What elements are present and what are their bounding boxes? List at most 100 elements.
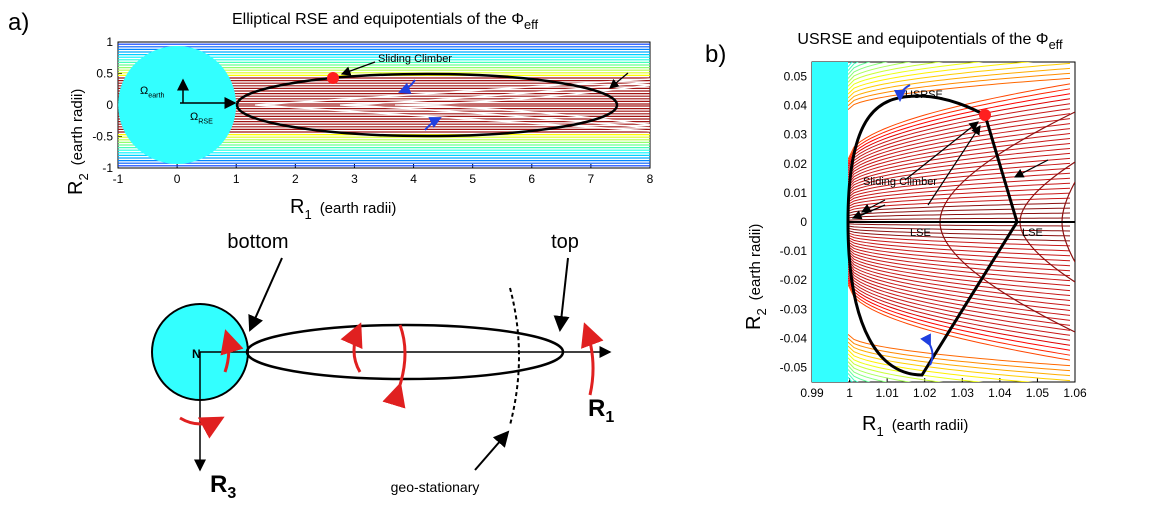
label: (earth radii) [892,417,969,434]
rotation-arrow [340,322,363,373]
label: 3 [227,485,236,502]
y-tick-label: -0.02 [780,273,808,287]
arrow [927,124,981,206]
y-tick-label: 1 [106,35,113,49]
contour [847,223,1071,227]
contour [847,230,1071,242]
x-tick-label: 1.05 [1026,386,1050,400]
contour [847,212,1071,219]
contour [847,275,1071,341]
contour [847,252,1071,292]
contour [847,239,1071,262]
contour [847,254,1071,297]
diagram: bottom top N R1 R3 geo-stationary [151,231,614,502]
contour [847,62,984,91]
x-tick-label: 1.06 [1063,386,1087,400]
contour [847,152,1071,192]
y-tick-label: 0.5 [96,67,113,81]
label: R1 [588,395,614,426]
label: R [588,395,605,422]
contour [847,245,1071,277]
x-tick-label: 1.04 [988,386,1012,400]
x-tick-label: 1.03 [951,386,975,400]
y-tick-label: -1 [102,161,113,175]
contour [847,361,912,382]
flow-arrow [894,84,911,102]
label: 2 [754,308,769,315]
contour [847,162,1071,196]
contour [847,172,1071,201]
label: Ωearth [140,85,165,99]
panel-label: b) [705,41,726,68]
arrow [474,430,510,471]
contour [847,88,1071,162]
label: R [290,196,304,218]
contour [847,167,1071,199]
chart-title: USRSE and equipotentials of the Φ [797,31,1048,48]
contour [847,128,1071,180]
label: N [192,347,201,361]
contour [847,207,1071,217]
x-tick-label: 7 [588,172,595,186]
flow-arrow [424,117,442,131]
x-tick-label: 0 [174,172,181,186]
contour [847,72,1071,107]
annotation: USRSE [905,89,943,101]
contour [847,232,1071,247]
flow-arrow [920,333,934,366]
panel-a: a) -1 0 1 2 3 4 5 6 7 8 -1 -0.5 0 0.5 1 Elliptical RSE a… [8,9,654,222]
annotation: Sliding Climber [863,176,937,188]
y-tick-label: 0.03 [784,128,808,142]
arrow [904,121,979,181]
climber [979,109,991,121]
contour [847,197,1071,212]
label: 1 [876,424,883,439]
label: 2 [76,173,91,180]
contour [847,202,1071,214]
rse-ellipse [235,72,619,138]
y-tick-label: 0.02 [784,157,808,171]
earth-band [812,62,848,382]
chart-title: Elliptical RSE and equipotentials of the… [232,11,524,28]
contour [847,337,1071,372]
arrow [609,72,629,89]
contour [847,248,1071,282]
contour [847,113,1071,174]
label: R2 (earth radii) [65,89,91,195]
label: RSE [198,117,213,125]
y-tick-label: 0 [800,215,807,229]
label: R [65,181,87,195]
x-tick-label: 5 [469,172,476,186]
contour [847,349,1034,382]
arrow [1013,159,1049,178]
contour [847,259,1071,306]
contour [847,353,984,382]
contour [847,341,1071,377]
contour [339,81,650,129]
label: (earth radii) [69,89,86,166]
arrow [851,204,886,220]
x-tick-label: 2 [292,172,299,186]
contour [847,118,1071,176]
contour [847,62,912,83]
y-tick-label: 0 [106,98,113,112]
contour [847,133,1071,183]
label: R [862,413,876,435]
contour [847,138,1071,185]
contour [847,264,1071,316]
contour [847,187,1071,208]
contour [847,243,1071,272]
x-tick-label: 1.01 [875,386,899,400]
contour [847,277,1071,346]
arrow [860,199,886,213]
contour [847,284,1071,361]
y-tick-label: 0.04 [784,99,808,113]
annotation: LSE [1022,227,1043,239]
contour [254,78,650,132]
usrse [846,94,1019,377]
contour [847,62,1071,99]
panel-label: a) [8,9,29,36]
x-tick-label: 6 [528,172,535,186]
y-tick-label: -0.01 [780,244,808,258]
